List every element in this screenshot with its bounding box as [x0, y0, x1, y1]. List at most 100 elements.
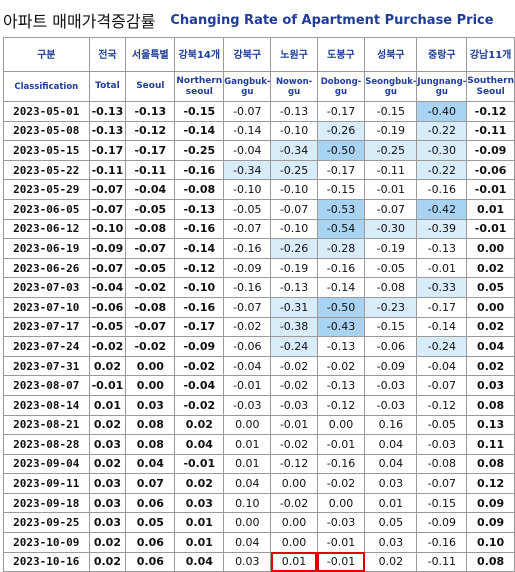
table-cell: -0.42: [416, 198, 468, 220]
column-header-en: Dobong-gu: [316, 71, 366, 102]
table-row: 2023-10-09 0.02 0.06 0.01 0.04 0.00 -0.01 0.03-…: [3, 532, 515, 553]
column-header-en-label: Gangbuk-gu: [224, 76, 271, 97]
table-cell: -0.02: [125, 277, 176, 298]
row-date: 2023-07-17: [3, 316, 90, 338]
column-header-ko-label: 강남11개: [469, 49, 512, 61]
table-row: 2023-07-31 0.02 0.00 -0.02 -0.04 -0.02 -0.02 -0…: [3, 355, 515, 377]
table-cell: -0.05: [125, 198, 176, 220]
row-date: 2023-08-28: [3, 434, 90, 455]
table-cell: 0.00: [125, 355, 176, 377]
table-cell: 0.00: [270, 473, 318, 494]
row-date: 2023-05-22: [3, 159, 90, 181]
column-header-en-label: Classification: [14, 81, 79, 92]
table-cell: -0.40: [416, 101, 468, 122]
column-header-ko: 노원구: [270, 37, 318, 72]
title-korean: 아파트 매매가격증감률: [3, 12, 156, 31]
table-cell: -0.02: [270, 375, 318, 396]
table-cell: -0.01: [88, 375, 127, 396]
row-date: 2023-07-24: [3, 336, 90, 357]
table-cell: 0.00: [466, 238, 515, 259]
table-cell: 0.00: [223, 414, 272, 436]
table-cell: -0.08: [125, 296, 176, 318]
table-cell: 0.03: [174, 492, 225, 514]
table-cell: -0.07: [223, 101, 272, 122]
table-cell: -0.14: [416, 316, 468, 338]
column-header-ko-label: 서울특별: [131, 49, 169, 61]
table-row: 2023-05-08 -0.13 -0.12 -0.14 -0.14 -0.10 -0.26…: [3, 120, 515, 142]
table-cell: 0.08: [466, 551, 515, 572]
table-cell: -0.08: [416, 453, 468, 475]
table-cell: -0.17: [316, 101, 366, 122]
table-cell: -0.07: [223, 218, 272, 240]
table-cell: -0.28: [316, 238, 366, 259]
row-date: 2023-08-21: [3, 414, 90, 436]
table-cell: 0.01: [223, 434, 272, 455]
column-header-ko-label: 중랑구: [428, 49, 456, 61]
header-row-korean: 구분 전국 서울특별 강북14개 강북구 노원구 도봉구 성북구 중랑구 강남11개: [3, 37, 515, 72]
column-header-en: Nowon-gu: [270, 71, 318, 102]
table-cell: 0.09: [466, 492, 515, 514]
table-cell: -0.04: [416, 355, 468, 377]
table-cell: -0.24: [416, 336, 468, 357]
column-header-ko: 강북14개: [174, 37, 225, 72]
table-cell: -0.12: [316, 394, 366, 416]
table-cell: -0.13: [88, 120, 127, 142]
table-cell: -0.07: [88, 179, 127, 200]
column-header-ko: 도봉구: [316, 37, 366, 72]
column-header-ko-label: 노원구: [280, 49, 308, 61]
table-cell: -0.03: [316, 512, 366, 534]
table-cell: -0.01: [270, 414, 318, 436]
table-row: 2023-07-24 -0.02 -0.02 -0.09 -0.06 -0.24 -0.13…: [3, 336, 515, 357]
table-cell: -0.07: [125, 316, 176, 338]
column-header-en: Classification: [3, 71, 90, 102]
column-header-en-label: Dobong-gu: [320, 76, 362, 97]
table-cell: 0.04: [174, 551, 225, 572]
table-cell: 0.02: [88, 453, 127, 475]
table-cell: -0.01: [466, 218, 515, 240]
table-cell: -0.50: [316, 140, 366, 161]
table-cell: -0.24: [270, 336, 318, 357]
table-cell: -0.07: [416, 375, 468, 396]
table-cell: 0.01: [364, 492, 418, 514]
column-header-ko: 강북구: [223, 37, 272, 72]
table-cell: -0.08: [174, 179, 225, 200]
table-cell: -0.16: [223, 277, 272, 298]
table-cell: -0.02: [316, 473, 366, 494]
row-date: 2023-05-01: [3, 101, 90, 122]
table-cell: -0.11: [416, 551, 468, 572]
table-cell: -0.14: [316, 277, 366, 298]
table-row: 2023-06-05 -0.07 -0.05 -0.13 -0.05 -0.07 -0.53…: [3, 198, 515, 220]
table-cell: -0.13: [174, 198, 225, 220]
table-cell: 0.02: [88, 355, 127, 377]
row-date: 2023-08-14: [3, 394, 90, 416]
row-date: 2023-07-10: [3, 296, 90, 318]
table-cell: -0.05: [416, 414, 468, 436]
table-cell: -0.02: [88, 336, 127, 357]
table-cell: -0.33: [416, 277, 468, 298]
table-cell: -0.15: [416, 492, 468, 514]
table-cell: 0.06: [125, 532, 176, 553]
table-cell: -0.11: [466, 120, 515, 142]
table-cell: 0.01: [466, 198, 515, 220]
table-cell: 0.02: [88, 551, 127, 572]
table-row: 2023-05-29 -0.07 -0.04 -0.08 -0.10 -0.10 -0.15…: [3, 179, 515, 200]
table-cell: -0.05: [364, 257, 418, 279]
table-cell: -0.16: [223, 238, 272, 259]
table-cell: 0.01: [174, 512, 225, 534]
table-cell: 0.02: [466, 316, 515, 338]
table-cell: -0.31: [270, 296, 318, 318]
table-cell: -0.08: [364, 277, 418, 298]
table-row: 2023-05-01 -0.13 -0.13 -0.15 -0.07 -0.13 -0.17…: [3, 101, 515, 122]
table-cell: 0.00: [270, 532, 318, 553]
table-row: 2023-05-22 -0.11 -0.11 -0.16 -0.34 -0.25 -0.17…: [3, 159, 515, 181]
table-cell: -0.03: [364, 394, 418, 416]
table-cell: -0.07: [88, 257, 127, 279]
table-cell: -0.17: [88, 140, 127, 161]
table-cell: -0.34: [270, 140, 318, 161]
column-header-ko-label: 도봉구: [327, 49, 355, 61]
table-row: 2023-10-16 0.02 0.06 0.04 0.03 0.01 -0.01 0.02-…: [3, 551, 515, 572]
table-cell: -0.02: [125, 336, 176, 357]
table-cell: -0.16: [316, 257, 366, 279]
table-cell: -0.16: [316, 453, 366, 475]
column-header-en: Jungnang-gu: [416, 71, 468, 102]
